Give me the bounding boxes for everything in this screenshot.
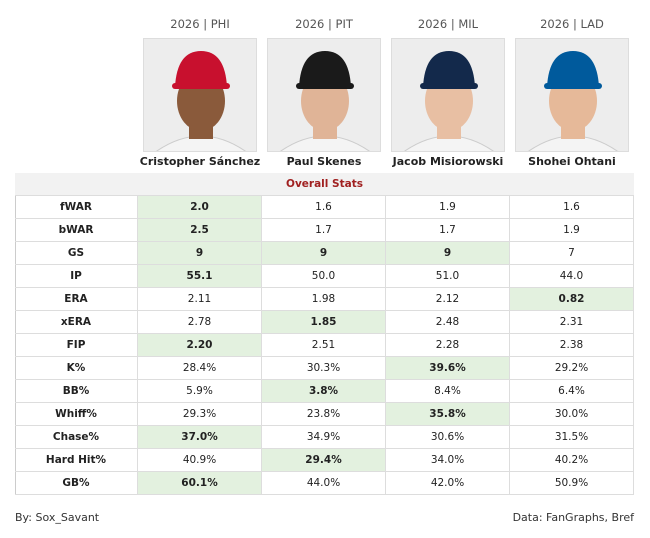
stat-cell: 39.6% [386,357,510,380]
player-name: Jacob Misiorowski [392,155,504,168]
stat-cell: 51.0 [386,265,510,288]
row-label: FIP [15,334,138,357]
stat-cell: 1.7 [262,219,386,242]
player-name: Shohei Ohtani [528,155,616,168]
player-name: Cristopher Sánchez [139,155,261,168]
stat-cell: 2.51 [262,334,386,357]
stat-cell: 1.9 [510,219,634,242]
stat-cell: 28.4% [138,357,262,380]
stat-cell: 60.1% [138,472,262,495]
stat-cell: 29.3% [138,403,262,426]
stat-cell: 9 [262,242,386,265]
stat-cell: 2.11 [138,288,262,311]
stat-cell: 2.78 [138,311,262,334]
row-label: IP [15,265,138,288]
headshot-art [280,51,370,151]
stat-cell: 7 [510,242,634,265]
stat-cell: 2.38 [510,334,634,357]
headshot-art [528,51,618,151]
stat-cell: 29.2% [510,357,634,380]
source: Data: FanGraphs, Bref [512,511,634,524]
stat-cell: 30.6% [386,426,510,449]
player-name: Paul Skenes [286,155,362,168]
stat-cell: 2.20 [138,334,262,357]
stat-cell: 2.48 [386,311,510,334]
row-label: xERA [15,311,138,334]
headshot-art [156,51,246,151]
stat-cell: 31.5% [510,426,634,449]
stat-cell: 34.9% [262,426,386,449]
row-label: Hard Hit% [15,449,138,472]
season-team: 2026 | PIT [295,17,353,31]
stat-cell: 37.0% [138,426,262,449]
stat-cell: 6.4% [510,380,634,403]
row-label: ERA [15,288,138,311]
stat-cell: 2.0 [138,196,262,219]
stat-cell: 5.9% [138,380,262,403]
stat-cell: 44.0 [510,265,634,288]
stat-cell: 50.0 [262,265,386,288]
stat-cell: 40.2% [510,449,634,472]
stat-cell: 29.4% [262,449,386,472]
headshot [515,38,629,152]
stat-cell: 8.4% [386,380,510,403]
stat-cell: 55.1 [138,265,262,288]
stat-cell: 1.9 [386,196,510,219]
row-label: bWAR [15,219,138,242]
row-label: Chase% [15,426,138,449]
stat-cell: 1.98 [262,288,386,311]
stat-cell: 34.0% [386,449,510,472]
row-label: K% [15,357,138,380]
stat-cell: 23.8% [262,403,386,426]
stat-cell: 2.12 [386,288,510,311]
row-label: fWAR [15,196,138,219]
stat-cell: 30.3% [262,357,386,380]
stat-cell: 3.8% [262,380,386,403]
stat-cell: 40.9% [138,449,262,472]
row-label: GB% [15,472,138,495]
season-team: 2026 | PHI [170,17,230,31]
headshot [391,38,505,152]
stat-cell: 42.0% [386,472,510,495]
stat-cell: 35.8% [386,403,510,426]
stat-cell: 9 [386,242,510,265]
stat-cell: 30.0% [510,403,634,426]
row-label: GS [15,242,138,265]
table-title: Overall Stats [15,173,634,196]
credit: By: Sox_Savant [15,511,100,524]
stat-cell: 44.0% [262,472,386,495]
stat-cell: 2.28 [386,334,510,357]
stat-cell: 50.9% [510,472,634,495]
stat-cell: 9 [138,242,262,265]
stat-cell: 0.82 [510,288,634,311]
headshot [143,38,257,152]
row-label: Whiff% [15,403,138,426]
headshot-art [404,51,494,151]
stat-cell: 2.31 [510,311,634,334]
season-team: 2026 | LAD [540,17,604,31]
season-team: 2026 | MIL [417,17,479,31]
stat-cell: 1.6 [262,196,386,219]
stat-cell: 1.85 [262,311,386,334]
stat-cell: 1.6 [510,196,634,219]
stat-cell: 1.7 [386,219,510,242]
row-label: BB% [15,380,138,403]
stat-cell: 2.5 [138,219,262,242]
headshot [267,38,381,152]
